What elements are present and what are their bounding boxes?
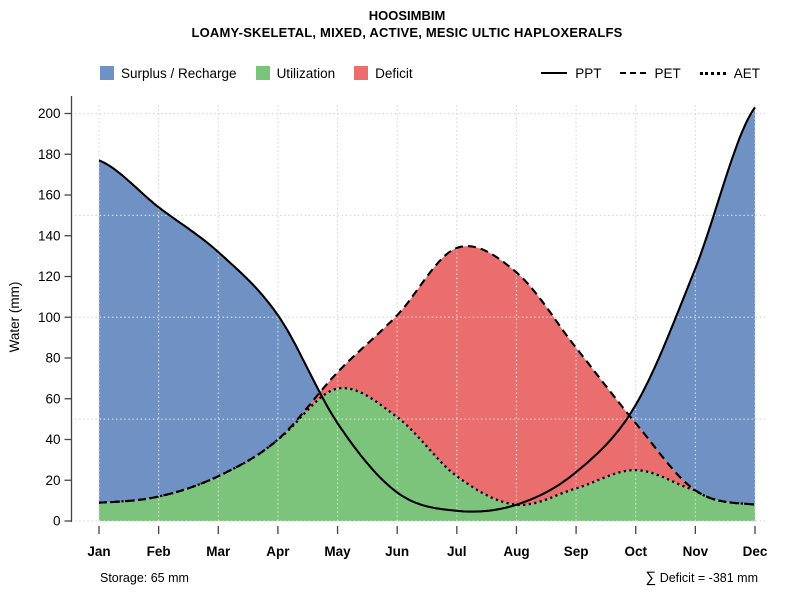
chart-subtitle: LOAMY-SKELETAL, MIXED, ACTIVE, MESIC ULT… (191, 25, 623, 40)
chart-title: HOOSIMBIM (368, 8, 446, 23)
ppt-curve (98, 106, 756, 513)
legend-item-deficit: Deficit (354, 66, 413, 81)
y-tick-label: 160 (38, 188, 61, 203)
deficit-swatch-icon (354, 66, 369, 80)
y-tick-label: 0 (53, 514, 61, 529)
y-tick-label: 60 (45, 391, 60, 406)
surplus-swatch-icon (100, 66, 114, 80)
sigma-icon: ∑ (645, 569, 657, 586)
y-tick-label: 200 (38, 106, 61, 121)
dashed-line-icon (620, 72, 647, 74)
month-label: Dec (743, 544, 768, 559)
legend-item-surplus: Surplus / Recharge (100, 66, 237, 81)
month-label: Sep (564, 544, 589, 559)
y-tick-label: 20 (45, 473, 60, 488)
month-label: Jun (385, 544, 409, 559)
month-label: May (324, 544, 351, 559)
month-label: Aug (503, 544, 529, 559)
month-label: Feb (147, 544, 171, 559)
legend-item-aet: AET (699, 65, 760, 81)
aet-curve (98, 386, 756, 507)
legend-item-pet: PET (620, 65, 681, 81)
solid-line-icon (541, 72, 568, 74)
legend-label-deficit: Deficit (375, 65, 413, 81)
legend-item-ppt: PPT (541, 66, 601, 81)
deficit-text: Deficit = -381 mm (656, 571, 758, 585)
utilization-area (99, 388, 755, 521)
legend-line-group: PPT PET AET (541, 66, 760, 81)
legend-label-ppt: PPT (575, 65, 602, 81)
legend-label-surplus: Surplus / Recharge (121, 65, 237, 81)
y-tick-label: 100 (38, 310, 61, 325)
legend-label-utilization: Utilization (276, 65, 336, 81)
storage-annotation: Storage: 65 mm (100, 571, 189, 585)
y-tick-label: 120 (38, 269, 61, 284)
deficit-annotation: ∑ Deficit = -381 mm (646, 569, 758, 586)
month-label: Jan (87, 544, 110, 559)
month-label: Jul (447, 544, 467, 559)
legend: Surplus / Recharge Utilization Deficit P… (100, 64, 760, 82)
legend-label-pet: PET (654, 65, 681, 81)
month-label: Mar (206, 544, 231, 559)
y-tick-label: 40 (45, 432, 60, 447)
legend-item-utilization: Utilization (255, 65, 336, 81)
pet-curve (98, 245, 756, 506)
month-label: Apr (266, 544, 290, 559)
utilization-swatch-icon (255, 66, 270, 80)
month-label: Nov (683, 544, 709, 559)
y-tick-label: 140 (38, 228, 61, 243)
month-label: Oct (624, 544, 647, 559)
y-tick-label: 180 (38, 147, 61, 162)
legend-label-aet: AET (733, 65, 760, 81)
surplus-area (99, 107, 755, 505)
y-axis-title: Water (mm) (7, 282, 22, 353)
dotted-line-icon (699, 71, 726, 75)
deficit-area (99, 246, 755, 505)
y-tick-label: 80 (45, 351, 60, 366)
